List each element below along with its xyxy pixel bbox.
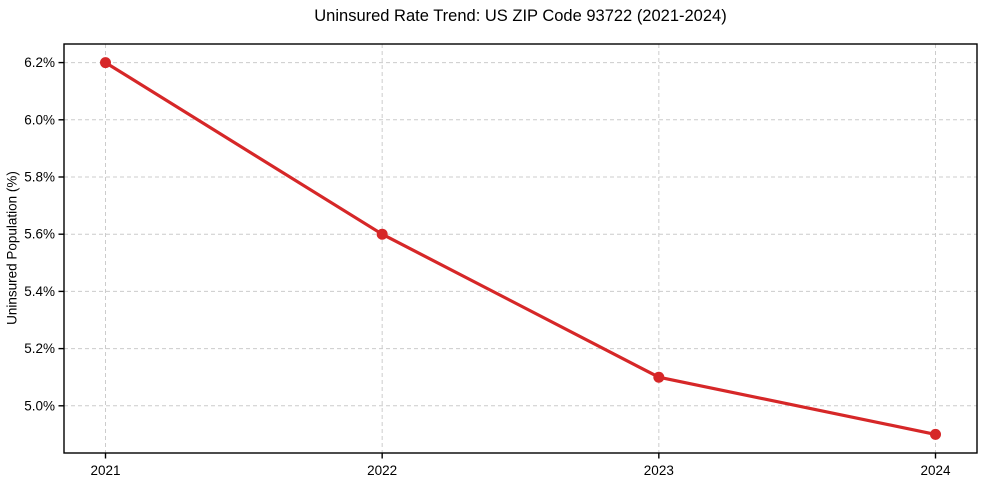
gridlines	[64, 44, 977, 453]
axis-tick-labels: 5.0% 5.2% 5.4% 5.6% 5.8% 6.0% 6.2% 2021 2022 2023…	[24, 55, 951, 478]
data-point-marker	[100, 57, 111, 69]
chart-title: Uninsured Rate Trend: US ZIP Code 93722 …	[314, 7, 727, 25]
trend-line	[104, 61, 936, 436]
y-tick-label: 5.6%	[24, 227, 55, 242]
x-tick-label: 2023	[644, 463, 674, 478]
x-tick-label: 2022	[367, 463, 397, 478]
data-point-marker	[376, 228, 388, 240]
y-tick-label: 6.2%	[24, 55, 55, 70]
axis-ticks	[58, 61, 937, 459]
y-axis-title: Uninsured Population (%)	[4, 171, 20, 325]
data-point-marker	[930, 428, 941, 440]
axes-box	[63, 43, 978, 454]
plot-border	[63, 43, 978, 454]
x-tick-label: 2024	[920, 463, 951, 478]
y-tick-label: 5.8%	[24, 169, 55, 184]
data-point-marker	[653, 371, 665, 383]
y-tick-label: 6.0%	[24, 112, 55, 127]
y-tick-label: 5.2%	[24, 341, 55, 356]
data-series	[100, 57, 941, 440]
y-tick-label: 5.4%	[24, 284, 55, 299]
y-tick-label: 5.0%	[24, 398, 55, 413]
x-tick-label: 2021	[90, 463, 120, 478]
